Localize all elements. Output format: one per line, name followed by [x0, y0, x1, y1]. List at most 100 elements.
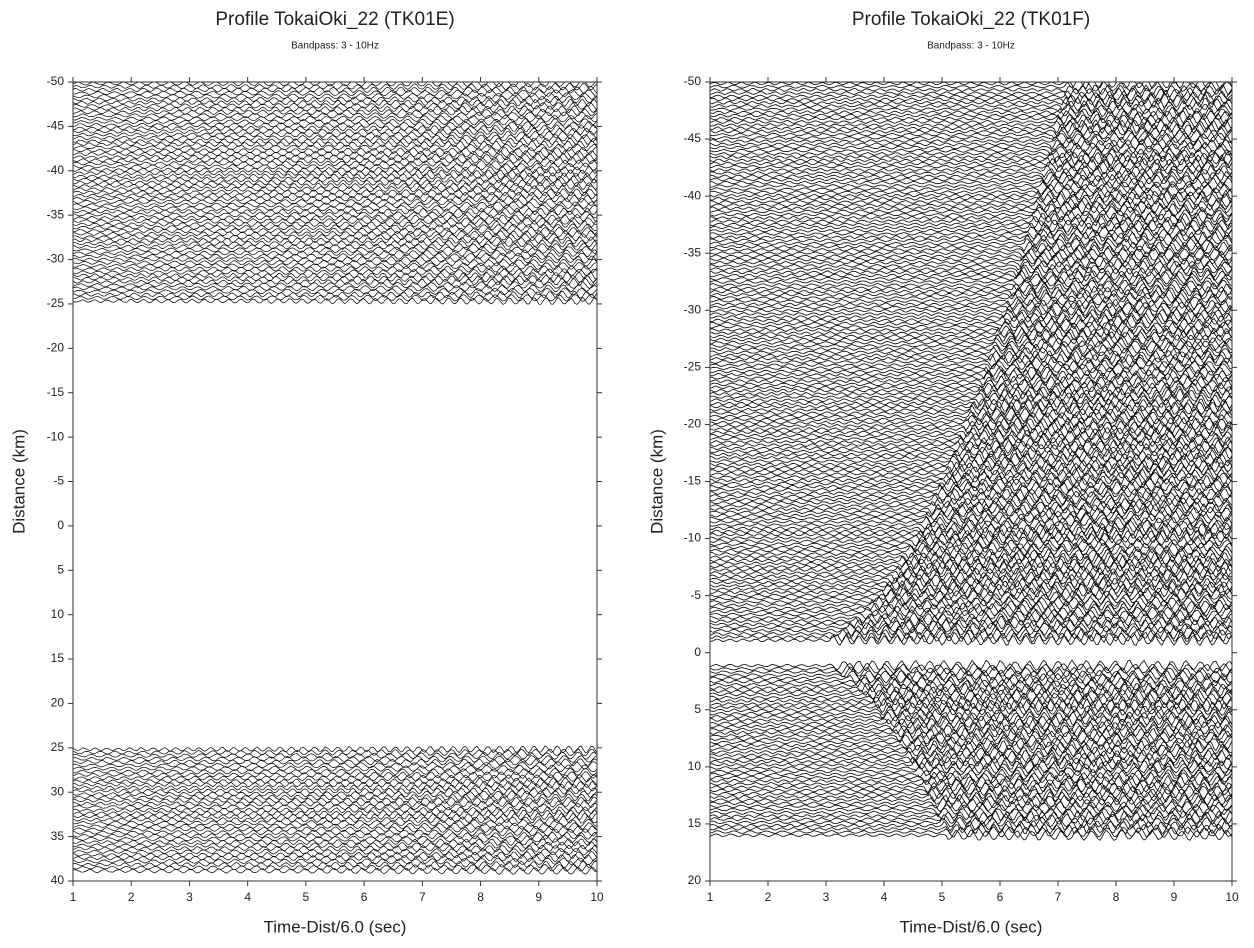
trace [73, 185, 597, 194]
trace [710, 458, 1232, 471]
trace [710, 205, 1232, 217]
trace [73, 175, 597, 184]
trace [73, 844, 597, 853]
trace [710, 86, 1232, 99]
trace [73, 223, 597, 232]
trace-band [710, 82, 1232, 647]
trace [73, 745, 597, 754]
trace [710, 707, 1232, 720]
trace [710, 253, 1232, 266]
trace [73, 233, 597, 241]
x-tick-label: 1 [707, 890, 714, 904]
trace [710, 532, 1232, 544]
trace [710, 506, 1232, 518]
trace [710, 528, 1232, 541]
y-tick-label: -45 [684, 131, 702, 145]
y-tick-label: -35 [684, 245, 702, 259]
trace [73, 159, 597, 168]
trace [710, 678, 1232, 691]
trace [710, 359, 1232, 372]
trace [73, 204, 597, 213]
y-axis-label: Distance (km) [647, 429, 666, 534]
trace [710, 119, 1232, 131]
trace [710, 365, 1232, 378]
trace [73, 172, 597, 181]
trace [73, 198, 597, 206]
trace [73, 831, 597, 840]
trace [710, 122, 1232, 135]
x-tick-label: 2 [765, 890, 772, 904]
trace [710, 688, 1232, 701]
trace [710, 106, 1232, 118]
trace [710, 167, 1232, 180]
trace [73, 124, 597, 133]
trace [73, 140, 597, 148]
y-tick-label: 10 [51, 607, 65, 621]
trace [710, 586, 1232, 599]
trace [710, 164, 1232, 176]
x-tick-label: 2 [128, 890, 135, 904]
trace [73, 761, 597, 770]
y-tick-label: -35 [47, 207, 65, 221]
chart-title: Profile TokaiOki_22 (TK01E) [215, 9, 454, 30]
trace [710, 605, 1232, 618]
trace [710, 611, 1232, 625]
trace [710, 211, 1232, 224]
trace [710, 480, 1232, 493]
trace [710, 378, 1232, 391]
trace [710, 157, 1232, 170]
trace [73, 802, 597, 812]
y-tick-label: -50 [47, 74, 65, 88]
trace [73, 92, 597, 101]
trace [710, 141, 1232, 154]
trace [710, 93, 1232, 106]
trace [73, 751, 597, 760]
trace [710, 285, 1232, 298]
trace [710, 547, 1232, 560]
trace [73, 115, 597, 123]
y-tick-label: -10 [47, 429, 65, 443]
trace [710, 560, 1232, 574]
y-tick-label: 25 [51, 740, 65, 754]
trace [710, 426, 1232, 439]
trace [73, 213, 597, 222]
trace [710, 471, 1232, 484]
trace [73, 162, 597, 171]
trace [73, 268, 597, 277]
trace [73, 194, 597, 203]
x-tick-label: 10 [1225, 890, 1239, 904]
trace [73, 133, 597, 142]
trace [73, 169, 597, 177]
trace [710, 397, 1232, 410]
trace [73, 818, 597, 827]
trace [73, 220, 597, 229]
trace [710, 272, 1232, 285]
trace [710, 109, 1232, 122]
y-tick-label: -45 [47, 119, 65, 133]
trace [710, 624, 1232, 637]
trace [710, 346, 1232, 359]
trace [73, 229, 597, 238]
trace [710, 477, 1232, 490]
trace [710, 493, 1232, 506]
x-tick-label: 6 [997, 890, 1004, 904]
trace [710, 819, 1232, 832]
trace [710, 583, 1232, 595]
y-tick-label: -40 [47, 163, 65, 177]
y-tick-label: -15 [684, 474, 702, 488]
trace [73, 130, 597, 139]
y-tick-label: 30 [51, 784, 65, 798]
x-tick-label: 5 [303, 890, 310, 904]
y-tick-label: 0 [57, 518, 64, 532]
trace [73, 191, 597, 200]
trace [710, 256, 1232, 269]
trace [710, 90, 1232, 103]
trace [710, 720, 1232, 733]
trace [73, 860, 597, 869]
trace [710, 563, 1232, 576]
x-tick-label: 8 [1113, 890, 1120, 904]
trace [710, 816, 1232, 829]
trace [710, 276, 1232, 288]
trace [710, 154, 1232, 167]
